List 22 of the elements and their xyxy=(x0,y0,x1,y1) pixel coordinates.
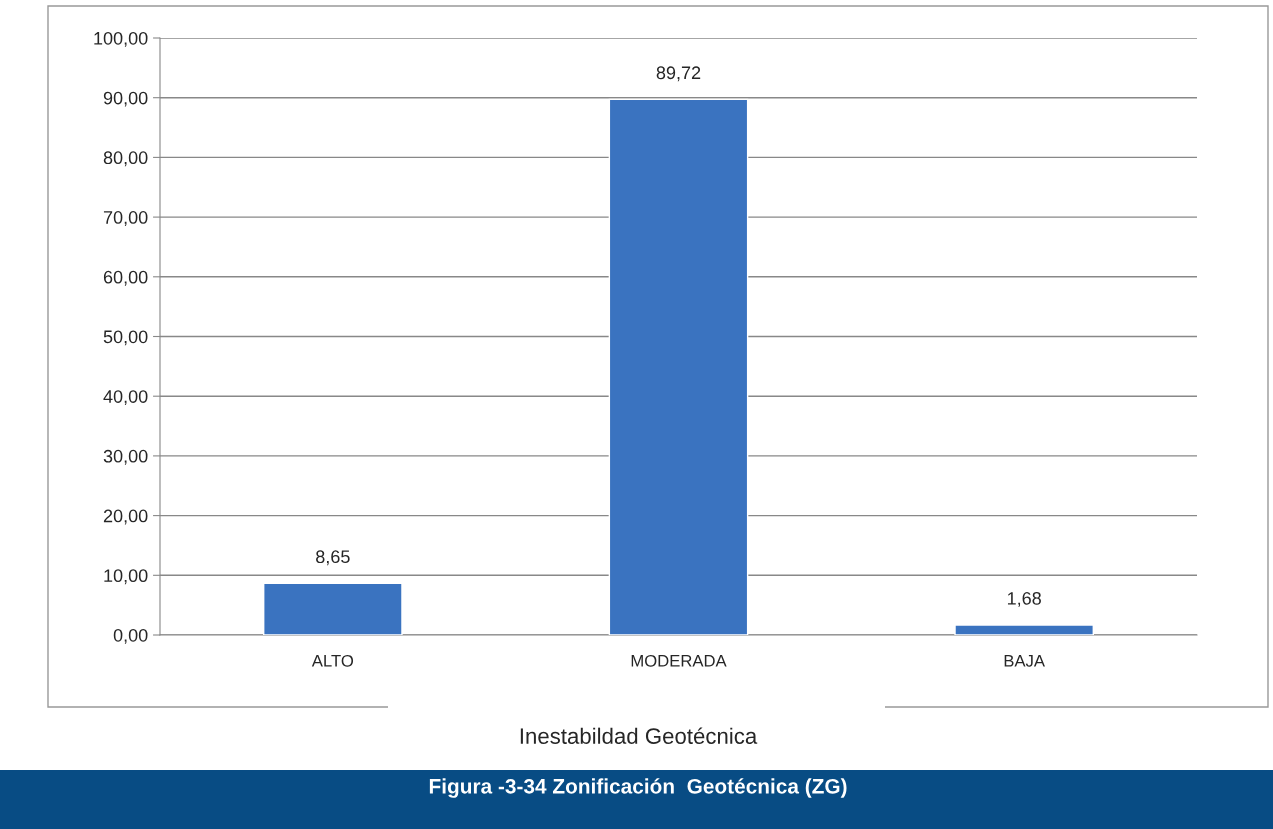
x-tick-label: MODERADA xyxy=(631,654,727,667)
y-tick-label: 40,00 xyxy=(103,390,148,406)
y-tick-label: 0,00 xyxy=(113,628,148,644)
text: Figura -3-34 Zonificación Geotécnica (ZG) xyxy=(429,778,847,798)
x-tick-label: BAJA xyxy=(1004,655,1045,667)
data-label: 1,68 xyxy=(1007,591,1041,607)
y-tick-label: 60,00 xyxy=(103,270,148,286)
x-tick-label: ALTO xyxy=(311,654,354,667)
y-tick-label: 10,00 xyxy=(104,569,148,585)
y-tick-label: 50,00 xyxy=(103,330,148,346)
y-tick-label: 70,00 xyxy=(103,211,148,226)
y-tick-label: 80,00 xyxy=(103,151,148,167)
y-tick-label: 30,00 xyxy=(103,449,148,465)
bar xyxy=(608,98,749,635)
bar xyxy=(954,624,1094,635)
y-tick-label: 20,00 xyxy=(103,509,148,525)
y-tick-label: 100,00 xyxy=(94,31,148,47)
data-label: 8,65 xyxy=(316,550,350,566)
bar xyxy=(263,582,403,635)
x-axis-title: Inestabildad Geotécnica xyxy=(520,727,758,744)
y-tick-label: 90,00 xyxy=(103,91,148,107)
data-label: 89,72 xyxy=(656,66,701,82)
